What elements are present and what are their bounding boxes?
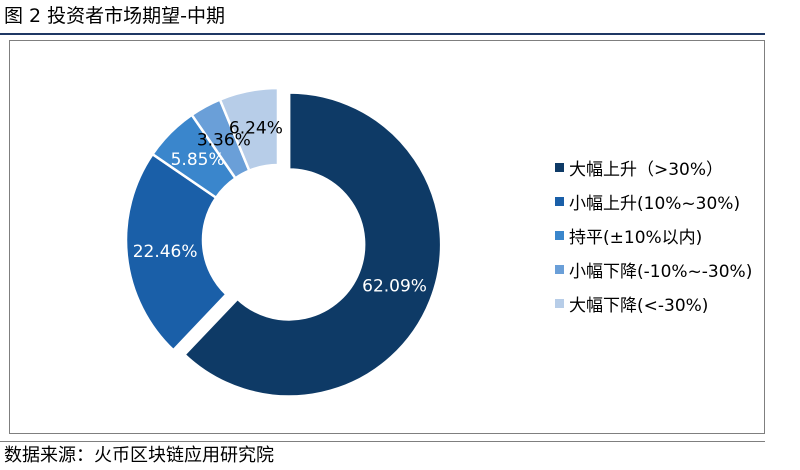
source-rule	[0, 441, 765, 442]
legend-label: 小幅上升(10%~30%)	[569, 193, 741, 214]
slice-value-label: 3.36%	[197, 130, 251, 150]
legend-swatch	[555, 196, 564, 206]
chart-area: 62.09% 22.46% 5.85% 3.36% 6.24%	[9, 40, 765, 434]
legend: 大幅上升（>30%） 小幅上升(10%~30%) 持平(±10%以内) 小幅下降…	[555, 150, 765, 320]
legend-swatch	[555, 298, 564, 308]
legend-label: 大幅下降(<-30%)	[569, 295, 709, 316]
source-note: 数据来源：火币区块链应用研究院	[4, 445, 274, 466]
legend-swatch	[555, 162, 564, 172]
slice-value-label: 6.24%	[229, 119, 283, 139]
donut-slice	[124, 152, 229, 352]
legend-label: 大幅上升（>30%）	[569, 159, 724, 180]
legend-item: 小幅上升(10%~30%)	[555, 184, 765, 218]
legend-item: 小幅下降(-10%~-30%)	[555, 252, 765, 286]
donut-slice	[218, 86, 280, 173]
title-rule	[0, 33, 765, 35]
legend-swatch	[555, 230, 564, 240]
legend-item: 大幅上升（>30%）	[555, 150, 765, 184]
slice-value-label: 5.85%	[171, 150, 225, 170]
figure-title: 图 2 投资者市场期望-中期	[4, 5, 226, 27]
legend-label: 持平(±10%以内)	[569, 227, 703, 248]
legend-item: 大幅下降(<-30%)	[555, 286, 765, 320]
donut-slice	[182, 91, 443, 398]
legend-item: 持平(±10%以内)	[555, 218, 765, 252]
slice-value-label: 22.46%	[133, 242, 198, 262]
donut-chart: 62.09% 22.46% 5.85%3.36%6.24%	[124, 86, 443, 398]
legend-swatch	[555, 264, 564, 274]
legend-label: 小幅下降(-10%~-30%)	[569, 261, 753, 282]
slice-value-label: 62.09%	[362, 277, 427, 297]
